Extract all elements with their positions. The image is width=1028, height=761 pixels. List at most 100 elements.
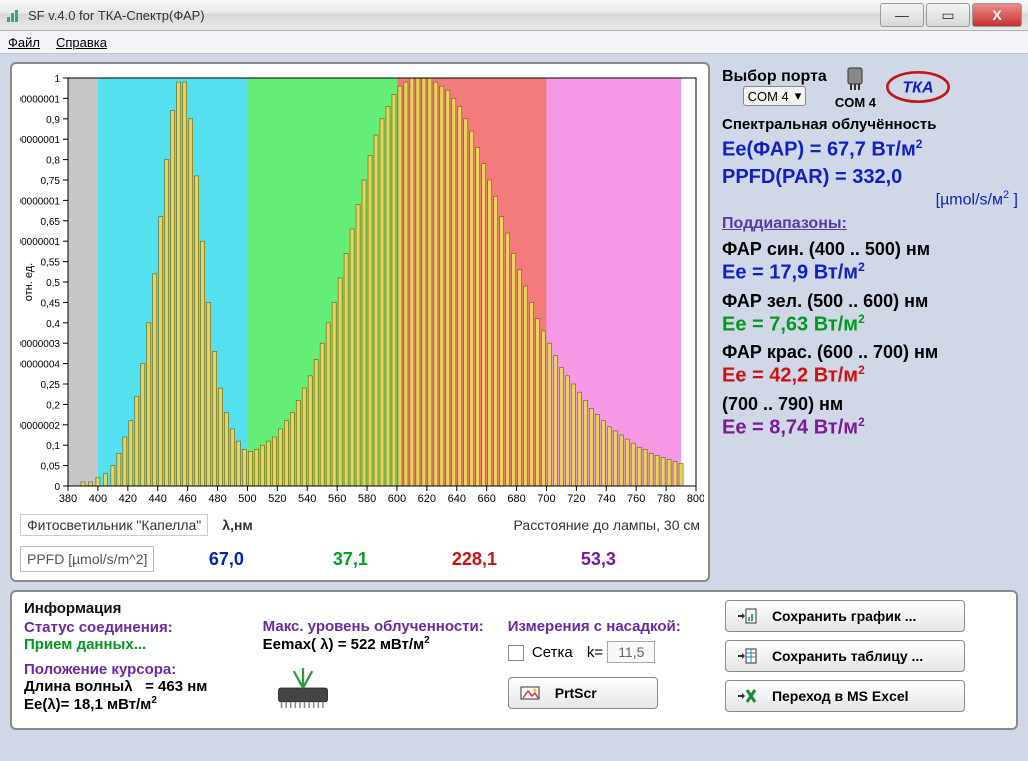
svg-text:460: 460 [178, 493, 196, 505]
results-header: Спектральная облучённость [722, 116, 1018, 133]
subranges-header: Поддиапазоны: [722, 215, 1018, 233]
save-chart-label: Сохранить график ... [772, 608, 916, 624]
menu-help[interactable]: Справка [56, 35, 107, 50]
save-chart-icon [736, 607, 758, 625]
svg-text:640: 640 [448, 493, 466, 505]
port-selected: COM 4 [748, 89, 789, 104]
chart-panel: 3804004204404604805005205405605806006206… [10, 62, 710, 582]
ppfd-label: PPFD [µmol/s/m^2] [20, 546, 154, 572]
save-chart-button[interactable]: Сохранить график ... [725, 600, 965, 632]
save-table-label: Сохранить таблицу ... [772, 648, 923, 664]
svg-text:ТКА: ТКА [902, 79, 933, 96]
svg-text:отн. ед.: отн. ед. [23, 263, 35, 301]
save-table-button[interactable]: Сохранить таблицу ... [725, 640, 965, 672]
range-label: ФАР зел. (500 .. 600) нм [722, 291, 1018, 312]
svg-text:0,6000000000000001: 0,6000000000000001 [20, 237, 60, 248]
svg-text:620: 620 [418, 493, 436, 505]
window-title: SF v.4.0 for ТКА-Спектр(ФАР) [28, 8, 878, 23]
svg-text:660: 660 [477, 493, 495, 505]
chevron-down-icon: ▾ [795, 88, 802, 104]
grid-checkbox[interactable] [508, 645, 524, 661]
svg-text:0: 0 [54, 482, 60, 493]
side-panel: Выбор порта COM 4 ▾ COM 4 ТКА [720, 62, 1018, 582]
prtscr-label: PrtScr [555, 685, 597, 701]
prtscr-button[interactable]: PrtScr [508, 677, 658, 709]
prtscr-icon [519, 684, 541, 702]
svg-text:380: 380 [59, 493, 77, 505]
conn-value: Прием данных... [24, 636, 239, 653]
chart-caption-left: Фитосветильник "Капелла" [20, 514, 208, 536]
svg-text:760: 760 [627, 493, 645, 505]
port-select[interactable]: COM 4 ▾ [743, 86, 807, 106]
svg-text:800: 800 [687, 493, 704, 505]
titlebar: SF v.4.0 for ТКА-Спектр(ФАР) — ▭ X [0, 0, 1028, 31]
ee-far: Ee(ФАР) = 67,7 Вт/м2 [722, 137, 1018, 162]
svg-text:0,4: 0,4 [46, 319, 60, 330]
excel-label: Переход в MS Excel [772, 688, 909, 704]
info-panel: Информация Статус соединения: Прием данн… [10, 590, 1018, 730]
port-status: COM 4 [835, 95, 876, 110]
info-header: Информация [24, 600, 239, 617]
attachment-label: Измерения с насадкой: [508, 618, 701, 635]
ppfd-par: PPFD(PAR) = 332,0 [µmol/s/м2 ] [722, 166, 1018, 209]
range-value: Ee = 17,9 Вт/м2 [722, 260, 1018, 285]
range-value: Ee = 8,74 Вт/м2 [722, 415, 1018, 440]
svg-text:0,45: 0,45 [41, 298, 61, 309]
svg-text:540: 540 [298, 493, 316, 505]
menubar: Файл Справка [0, 31, 1028, 54]
svg-text:0,25: 0,25 [41, 380, 61, 391]
spectrum-chart: 3804004204404604805005205405605806006206… [20, 70, 704, 510]
save-table-icon [736, 647, 758, 665]
max-label: Макс. уровень облученности: [263, 618, 484, 635]
svg-text:0,05: 0,05 [41, 462, 61, 473]
svg-text:720: 720 [567, 493, 585, 505]
cursor-label: Положение курсора: [24, 661, 239, 678]
svg-text:0,15000000000000002: 0,15000000000000002 [20, 421, 60, 432]
svg-text:0,9500000000000001: 0,9500000000000001 [20, 94, 60, 105]
range-value: Ee = 42,2 Вт/м2 [722, 363, 1018, 388]
ppfd-green: 37,1 [290, 549, 410, 570]
minimize-button[interactable]: — [880, 3, 924, 27]
svg-text:520: 520 [268, 493, 286, 505]
svg-text:0,75: 0,75 [41, 176, 61, 187]
range-label: (700 .. 790) нм [722, 394, 1018, 415]
ppfd-row: PPFD [µmol/s/m^2] 67,0 37,1 228,1 53,3 [20, 546, 700, 572]
k-label: k= [587, 644, 603, 661]
wavelength: Длина волныλ = 463 нм [24, 678, 239, 695]
excel-icon [736, 687, 758, 705]
svg-text:0,35000000000000003: 0,35000000000000003 [20, 339, 60, 350]
svg-text:480: 480 [208, 493, 226, 505]
svg-text:580: 580 [358, 493, 376, 505]
svg-text:0,9: 0,9 [46, 115, 60, 126]
range-label: ФАР крас. (600 .. 700) нм [722, 342, 1018, 363]
range-label: ФАР син. (400 .. 500) нм [722, 239, 1018, 260]
app-icon [6, 7, 22, 23]
svg-text:0,55: 0,55 [41, 258, 61, 269]
close-button[interactable]: X [972, 3, 1022, 27]
conn-label: Статус соединения: [24, 619, 239, 636]
grid-label: Сетка [532, 644, 573, 661]
maximize-button[interactable]: ▭ [926, 3, 970, 27]
svg-text:780: 780 [657, 493, 675, 505]
ee-lambda: Ee(λ)= 18,1 мВт/м2 [24, 695, 239, 713]
svg-text:400: 400 [89, 493, 107, 505]
svg-text:500: 500 [238, 493, 256, 505]
svg-text:560: 560 [328, 493, 346, 505]
svg-text:420: 420 [119, 493, 137, 505]
svg-text:0,2: 0,2 [46, 400, 60, 411]
svg-text:0,5: 0,5 [46, 278, 60, 289]
svg-text:600: 600 [388, 493, 406, 505]
menu-file[interactable]: Файл [8, 35, 40, 50]
svg-text:0,7000000000000001: 0,7000000000000001 [20, 196, 60, 207]
svg-text:0,8: 0,8 [46, 156, 60, 167]
svg-text:0,8500000000000001: 0,8500000000000001 [20, 135, 60, 146]
device-icon [841, 64, 869, 92]
k-value: 11,5 [607, 641, 655, 663]
svg-text:1: 1 [54, 74, 60, 85]
excel-button[interactable]: Переход в MS Excel [725, 680, 965, 712]
port-label: Выбор порта [722, 68, 827, 86]
tka-logo: ТКА [884, 67, 952, 107]
chart-caption-right: Расстояние до лампы, 30 см [514, 517, 700, 533]
svg-text:740: 740 [597, 493, 615, 505]
svg-text:700: 700 [537, 493, 555, 505]
